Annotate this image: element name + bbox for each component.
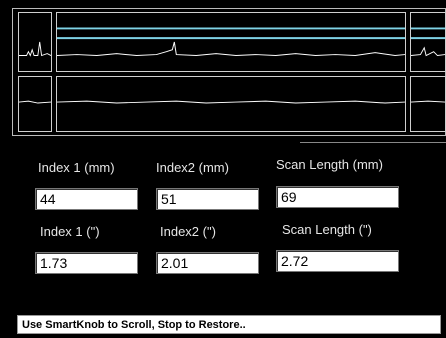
upper-left-trace-panel: [18, 12, 52, 72]
index1-in-field[interactable]: 1.73: [35, 252, 138, 274]
upper-main-trace-panel[interactable]: [56, 12, 406, 72]
divider: [300, 142, 446, 143]
scan-length-mm-field[interactable]: 69: [276, 186, 399, 208]
index2-mm-label: Index2 (mm): [156, 160, 229, 175]
index1-mm-field[interactable]: 44: [35, 188, 138, 210]
index2-mm-field[interactable]: 51: [156, 188, 259, 210]
index1-in-label: Index 1 ("): [40, 224, 100, 239]
scan-length-in-field[interactable]: 2.72: [276, 250, 399, 272]
lower-signal-trace: [57, 100, 405, 104]
scan-length-in-label: Scan Length ("): [282, 222, 372, 237]
upper-signal-trace: [57, 41, 405, 57]
scan-length-mm-label: Scan Length (mm): [276, 157, 383, 172]
status-bar: Use SmartKnob to Scroll, Stop to Restore…: [17, 315, 441, 334]
lower-left-trace-panel: [18, 76, 52, 132]
index2-in-field[interactable]: 2.01: [156, 252, 259, 274]
index2-in-label: Index2 ("): [160, 224, 216, 239]
lower-main-trace-panel[interactable]: [56, 76, 406, 132]
upper-right-trace-panel: [410, 12, 446, 72]
lower-right-trace-panel: [410, 76, 446, 132]
index1-mm-label: Index 1 (mm): [38, 160, 115, 175]
